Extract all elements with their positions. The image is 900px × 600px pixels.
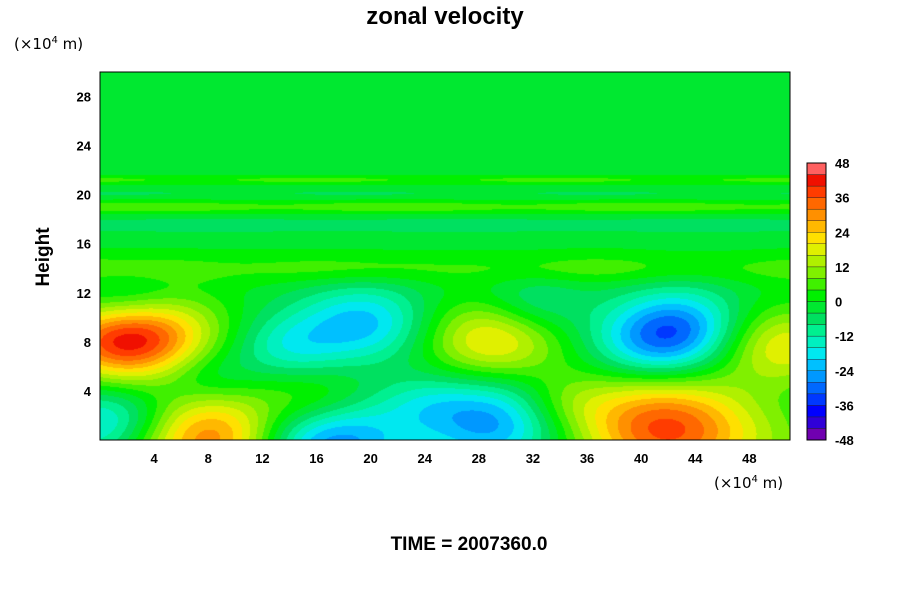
y-axis-label: Height [33, 227, 54, 287]
colorbar-swatch [806, 174, 827, 187]
colorbar-swatch [806, 312, 827, 325]
y-tick-label: 4 [84, 384, 92, 399]
colorbar-swatch [806, 382, 827, 395]
colorbar-swatch [806, 266, 827, 279]
x-tick-label: 32 [526, 451, 540, 466]
colorbar-swatch [806, 347, 827, 360]
chart-title: zonal velocity [366, 3, 524, 30]
x-tick-label: 44 [688, 451, 703, 466]
colorbar-swatch [806, 278, 827, 291]
y-tick-label: 24 [77, 139, 92, 154]
colorbar-swatch [806, 428, 827, 441]
colorbar-swatch [806, 301, 827, 314]
colorbar-swatch [806, 208, 827, 221]
colorbar-swatch [806, 185, 827, 198]
colorbar-swatch [806, 255, 827, 268]
x-unit-label: (×104 m) [714, 474, 783, 492]
colorbar-swatch [806, 359, 827, 371]
colorbar-swatch [806, 393, 827, 406]
colorbar-tick-label: -12 [835, 329, 854, 344]
colorbar-swatch [806, 405, 827, 418]
colorbar-tick-labels: 48 36 24 12 0 -12 -24 -36 -48 [835, 156, 855, 448]
colorbar-tick-label: 0 [835, 295, 842, 310]
x-tick-label: 4 [151, 451, 159, 466]
y-tick-label: 20 [77, 188, 91, 203]
colorbar-tick-label: 12 [835, 260, 849, 275]
y-tick-label: 8 [84, 335, 91, 350]
colorbar-swatch [806, 416, 827, 429]
colorbar-tick-label: -48 [835, 433, 854, 448]
x-tick-label: 28 [472, 451, 486, 466]
x-tick-label: 16 [309, 451, 323, 466]
colorbar-swatch [806, 335, 827, 348]
x-tick-label: 12 [255, 451, 269, 466]
y-unit-label: (×104 m) [14, 35, 83, 53]
x-tick-label: 40 [634, 451, 648, 466]
colorbar-swatch [806, 324, 827, 337]
colorbar-swatch [806, 220, 827, 233]
time-label: TIME = 2007360.0 [391, 534, 548, 555]
y-tick-label: 12 [77, 286, 91, 301]
y-tick-label: 16 [77, 237, 91, 252]
colorbar-tick-label: 48 [835, 156, 849, 171]
colorbar-tick-label: -36 [835, 398, 854, 413]
x-tick-label: 48 [742, 451, 756, 466]
x-tick-labels: 4 8 12 16 20 24 28 32 36 40 44 48 [151, 451, 757, 466]
colorbar-tick-label: -24 [835, 364, 855, 379]
colorbar-swatch [806, 243, 827, 256]
colorbar [806, 162, 827, 441]
colorbar-swatch [806, 197, 827, 210]
plot-frame [99, 71, 791, 441]
plot-area [100, 72, 790, 440]
x-tick-label: 36 [580, 451, 594, 466]
colorbar-tick-label: 24 [835, 225, 850, 240]
colorbar-swatch [806, 162, 827, 175]
colorbar-frame [806, 162, 827, 441]
x-tick-label: 8 [205, 451, 212, 466]
colorbar-swatch [806, 232, 827, 244]
colorbar-tick-label: 36 [835, 191, 849, 206]
x-tick-label: 24 [417, 451, 432, 466]
colorbar-swatch [806, 370, 827, 383]
y-tick-label: 28 [77, 90, 91, 105]
heatmap-field [100, 72, 790, 440]
x-tick-label: 20 [363, 451, 377, 466]
y-tick-labels: 4 8 12 16 20 24 28 [77, 90, 92, 399]
colorbar-swatch [806, 289, 827, 302]
